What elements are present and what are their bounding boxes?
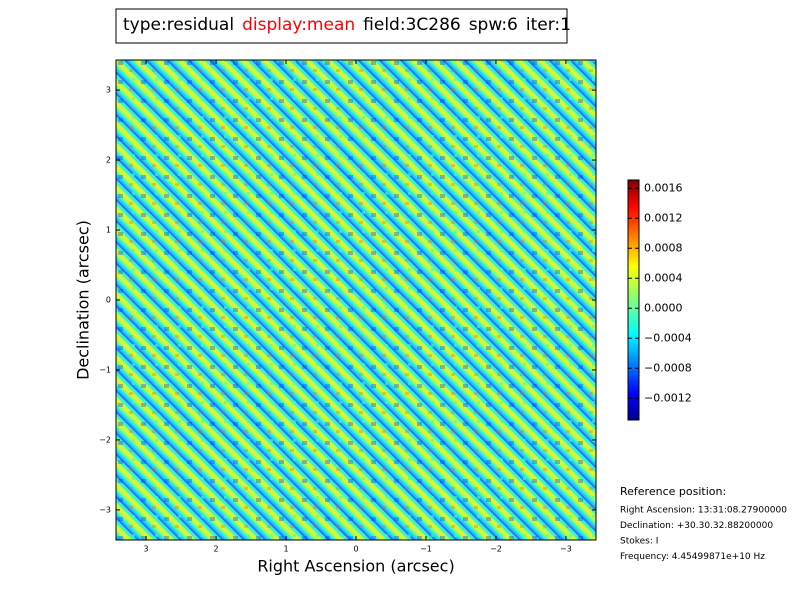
y-tick-label: −1 <box>99 365 111 374</box>
x-tick-label: 1 <box>283 545 288 554</box>
reference-line: Frequency: 4.45499871e+10 Hz <box>620 552 765 562</box>
image-texture <box>116 60 596 540</box>
x-axis-label: Right Ascension (arcsec) <box>257 557 454 576</box>
colorbar-tick-label: −0.0012 <box>644 391 692 404</box>
colorbar-tick-label: 0.0000 <box>644 301 683 314</box>
y-tick-label: 1 <box>106 226 111 235</box>
reference-line: Declination: +30.30.32.88200000 <box>620 521 773 531</box>
title-part: type:residual <box>123 15 234 35</box>
colorbar-tick-label: 0.0016 <box>644 181 683 194</box>
title-part: field:3C286 <box>363 15 461 35</box>
x-tick-label: −2 <box>490 545 502 554</box>
reference-line: Stokes: I <box>620 537 658 547</box>
x-tick-label: 0 <box>353 545 358 554</box>
title-part: display:mean <box>242 15 355 35</box>
y-tick-label: 3 <box>106 86 111 95</box>
colorbar-tick-label: 0.0012 <box>644 211 683 224</box>
y-tick-label: −2 <box>99 435 111 444</box>
y-axis-label: Declination (arcsec) <box>74 220 93 380</box>
title-part: iter:1 <box>526 15 571 35</box>
x-tick-label: 2 <box>214 545 219 554</box>
title-part: spw:6 <box>469 15 518 35</box>
chart-title: type:residual display:mean field:3C286 spw:… <box>123 15 571 35</box>
x-tick-label: −1 <box>420 545 432 554</box>
x-tick-label: 3 <box>144 545 149 554</box>
y-tick-label: 2 <box>106 156 111 165</box>
y-tick-label: 0 <box>106 296 111 305</box>
x-tick-label: −3 <box>560 545 572 554</box>
colorbar-tick-label: −0.0004 <box>644 331 692 344</box>
colorbar <box>627 179 640 421</box>
reference-heading: Reference position: <box>620 485 726 498</box>
colorbar-tick-label: 0.0004 <box>644 271 683 284</box>
colorbar-tick-label: 0.0008 <box>644 241 683 254</box>
y-tick-label: −3 <box>99 505 111 514</box>
reference-line: Right Ascension: 13:31:08.27900000 <box>620 506 787 516</box>
colorbar-tick-label: −0.0008 <box>644 361 692 374</box>
title-box <box>115 8 568 44</box>
